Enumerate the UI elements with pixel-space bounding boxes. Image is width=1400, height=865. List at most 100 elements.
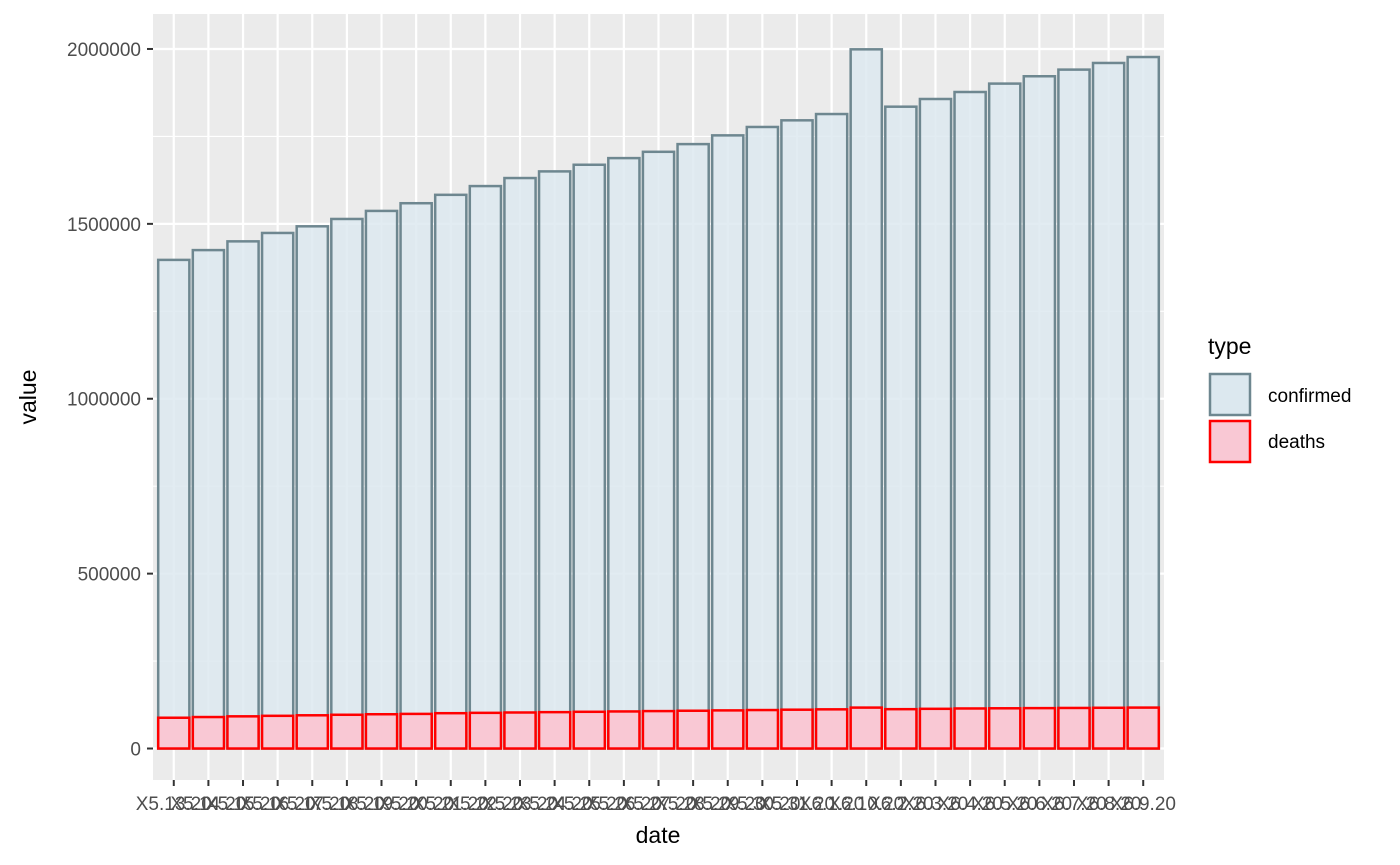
bar-confirmed — [745, 125, 780, 750]
y-axis: 0 500000 1000000 1500000 2000000 — [67, 40, 153, 761]
bar-confirmed — [987, 82, 1022, 750]
bar-confirmed — [849, 48, 884, 750]
bar-confirmed — [641, 150, 676, 750]
bar-deaths — [814, 708, 849, 750]
x-tick-label: X5.27.20 — [620, 794, 696, 815]
y-tick-label: 0 — [130, 740, 141, 761]
bar-confirmed — [503, 176, 537, 750]
bar-deaths — [745, 708, 780, 750]
x-tick-label: X5.25.20 — [551, 794, 627, 815]
bar-confirmed — [399, 201, 433, 750]
x-tick-label: X5.15.20 — [205, 794, 281, 815]
bar-deaths — [503, 711, 537, 750]
bar-confirmed — [156, 258, 191, 750]
bar-deaths — [849, 706, 884, 750]
x-tick-label: X6.7.20 — [1041, 794, 1107, 815]
bar-confirmed — [330, 217, 364, 750]
x-tick-label: X5.22.20 — [447, 794, 523, 815]
x-tick-label: X5.24.20 — [517, 794, 593, 815]
x-tick-label: X6.3.20 — [903, 794, 969, 815]
x-tick-label: X6.6.20 — [1007, 794, 1073, 815]
bar-deaths — [468, 711, 503, 750]
bar-deaths — [918, 707, 953, 750]
legend-title: type — [1208, 333, 1251, 359]
bar-deaths — [987, 707, 1022, 750]
bar-deaths — [330, 713, 364, 750]
bar-confirmed — [918, 97, 953, 750]
bar-deaths — [641, 709, 676, 750]
x-tick-label: X5.30.20 — [724, 794, 800, 815]
bar-deaths — [953, 707, 987, 750]
bar-deaths — [226, 715, 260, 750]
legend-key-confirmed — [1208, 372, 1252, 417]
bar-deaths — [1022, 706, 1057, 750]
y-tick-label: 500000 — [78, 565, 141, 586]
y-tick-label: 1500000 — [67, 215, 141, 236]
bar-deaths — [364, 712, 399, 750]
x-tick-label: X6.9.20 — [1110, 794, 1176, 815]
bar-deaths — [156, 716, 191, 750]
bar-confirmed — [537, 170, 572, 750]
x-tick-label: X5.17.20 — [274, 794, 350, 815]
bar-deaths — [295, 714, 330, 750]
bar-deaths — [780, 708, 814, 750]
x-tick-label: X5.20.20 — [378, 794, 454, 815]
x-tick-label: X5.19.20 — [343, 794, 419, 815]
deaths-series — [156, 706, 1161, 750]
bar-confirmed — [953, 90, 987, 750]
bar-confirmed — [260, 231, 295, 750]
bar-confirmed — [433, 193, 468, 750]
bar-deaths — [433, 711, 468, 750]
y-axis-title: value — [15, 370, 41, 425]
bar-deaths — [884, 707, 918, 750]
bar-confirmed — [191, 248, 226, 750]
x-tick-label: X6.10.20 — [828, 794, 904, 815]
bar-confirmed — [1022, 75, 1057, 750]
bar-confirmed — [364, 209, 399, 750]
x-tick-label: X5.13.20 — [136, 794, 212, 815]
bar-confirmed — [607, 156, 641, 750]
bar-confirmed — [1126, 55, 1161, 750]
bar-confirmed — [572, 163, 607, 750]
bar-deaths — [537, 710, 572, 750]
bar-deaths — [260, 714, 295, 750]
x-axis: X5.13.20X5.14.20X5.15.20X5.16.20X5.17.20… — [136, 780, 1176, 815]
x-tick-label: X5.21.20 — [413, 794, 489, 815]
legend: type confirmed deaths — [1208, 333, 1351, 464]
bar-deaths — [607, 710, 641, 750]
bar-confirmed — [226, 240, 260, 750]
y-tick-label: 2000000 — [67, 40, 141, 61]
legend-key-deaths — [1208, 419, 1252, 464]
legend-label-confirmed: confirmed — [1268, 386, 1351, 407]
bar-deaths — [399, 712, 433, 750]
bar-deaths — [1126, 706, 1161, 750]
x-tick-label: X6.5.20 — [972, 794, 1038, 815]
x-tick-label: X6.1.20 — [799, 794, 865, 815]
bar-deaths — [1057, 706, 1091, 750]
bar-confirmed — [780, 119, 814, 750]
bar-confirmed — [1057, 68, 1091, 750]
x-tick-label: X5.16.20 — [240, 794, 316, 815]
bar-deaths — [676, 709, 710, 750]
bar-deaths — [191, 715, 226, 750]
bar-confirmed — [468, 184, 503, 750]
x-tick-label: X5.18.20 — [309, 794, 385, 815]
x-tick-label: X5.28.20 — [655, 794, 731, 815]
bar-confirmed — [676, 142, 710, 750]
legend-label-deaths: deaths — [1268, 432, 1325, 453]
bar-deaths — [572, 710, 607, 750]
x-tick-label: X5.26.20 — [586, 794, 662, 815]
x-tick-label: X6.4.20 — [937, 794, 1003, 815]
bar-deaths — [1091, 706, 1126, 750]
x-tick-label: X5.14.20 — [170, 794, 246, 815]
x-axis-title: date — [636, 822, 681, 848]
bar-confirmed — [295, 225, 330, 750]
x-tick-label: X6.2.20 — [868, 794, 934, 815]
x-tick-label: X5.29.20 — [690, 794, 766, 815]
bar-confirmed — [1091, 61, 1126, 750]
bar-confirmed — [814, 112, 849, 750]
bar-confirmed — [710, 134, 745, 750]
bar-confirmed — [884, 105, 918, 750]
y-tick-label: 1000000 — [67, 390, 141, 411]
